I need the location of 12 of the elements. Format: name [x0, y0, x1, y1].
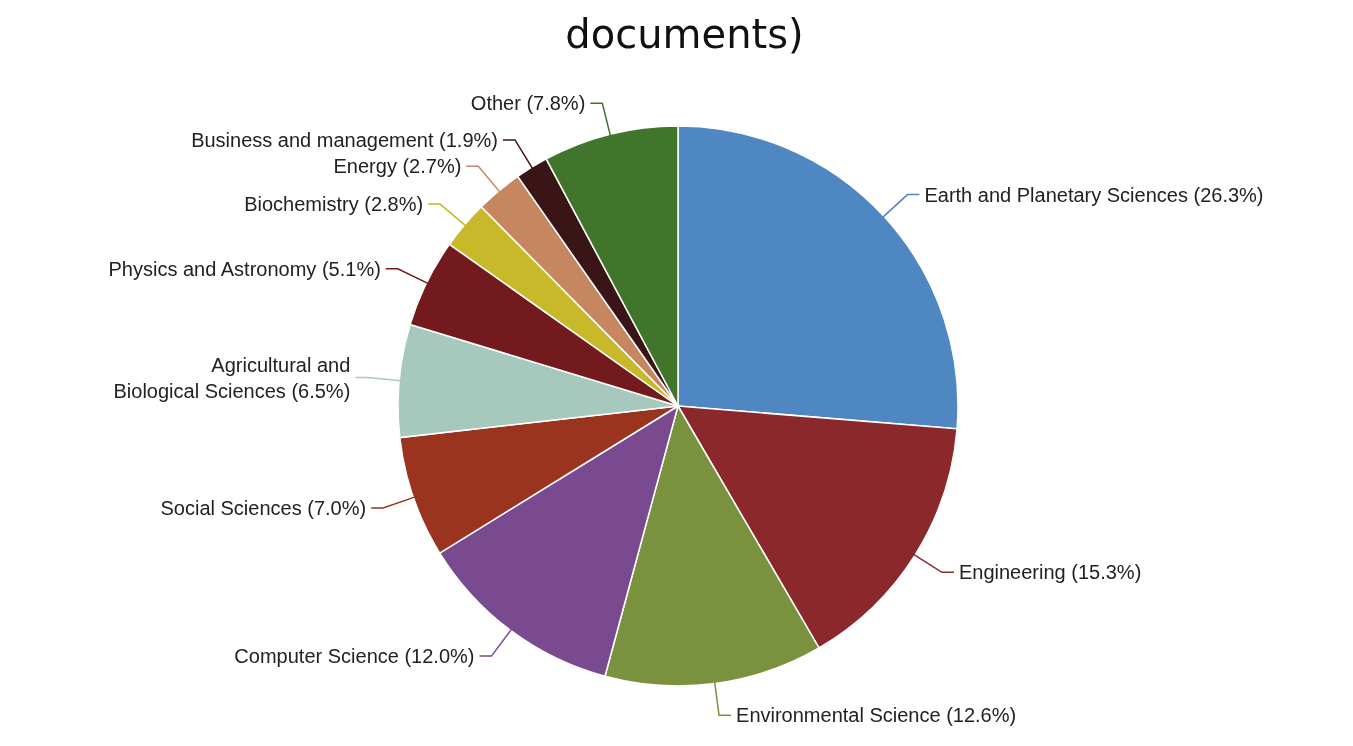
chart-title: documents): [565, 11, 804, 57]
slice-label: Business and management (1.9%): [191, 128, 498, 151]
slice-label: Earth and Planetary Sciences (26.3%): [924, 183, 1264, 206]
slice-label: Engineering (15.3%): [958, 561, 1142, 584]
slice-label: Social Sciences (7.0%): [160, 496, 367, 519]
slice-label: Environmental Science (12.6%): [736, 704, 1017, 727]
slice-label: Other (7.8%): [470, 92, 586, 115]
slice-label: Physics and Astronomy (5.1%): [108, 257, 381, 280]
slice-label: Agricultural and Biological Sciences (6.5%): [113, 353, 351, 402]
slice-label: Computer Science (12.0%): [234, 645, 475, 668]
slice-label: Energy (2.7%): [333, 155, 462, 178]
slice-label: Biochemistry (2.8%): [244, 193, 424, 216]
